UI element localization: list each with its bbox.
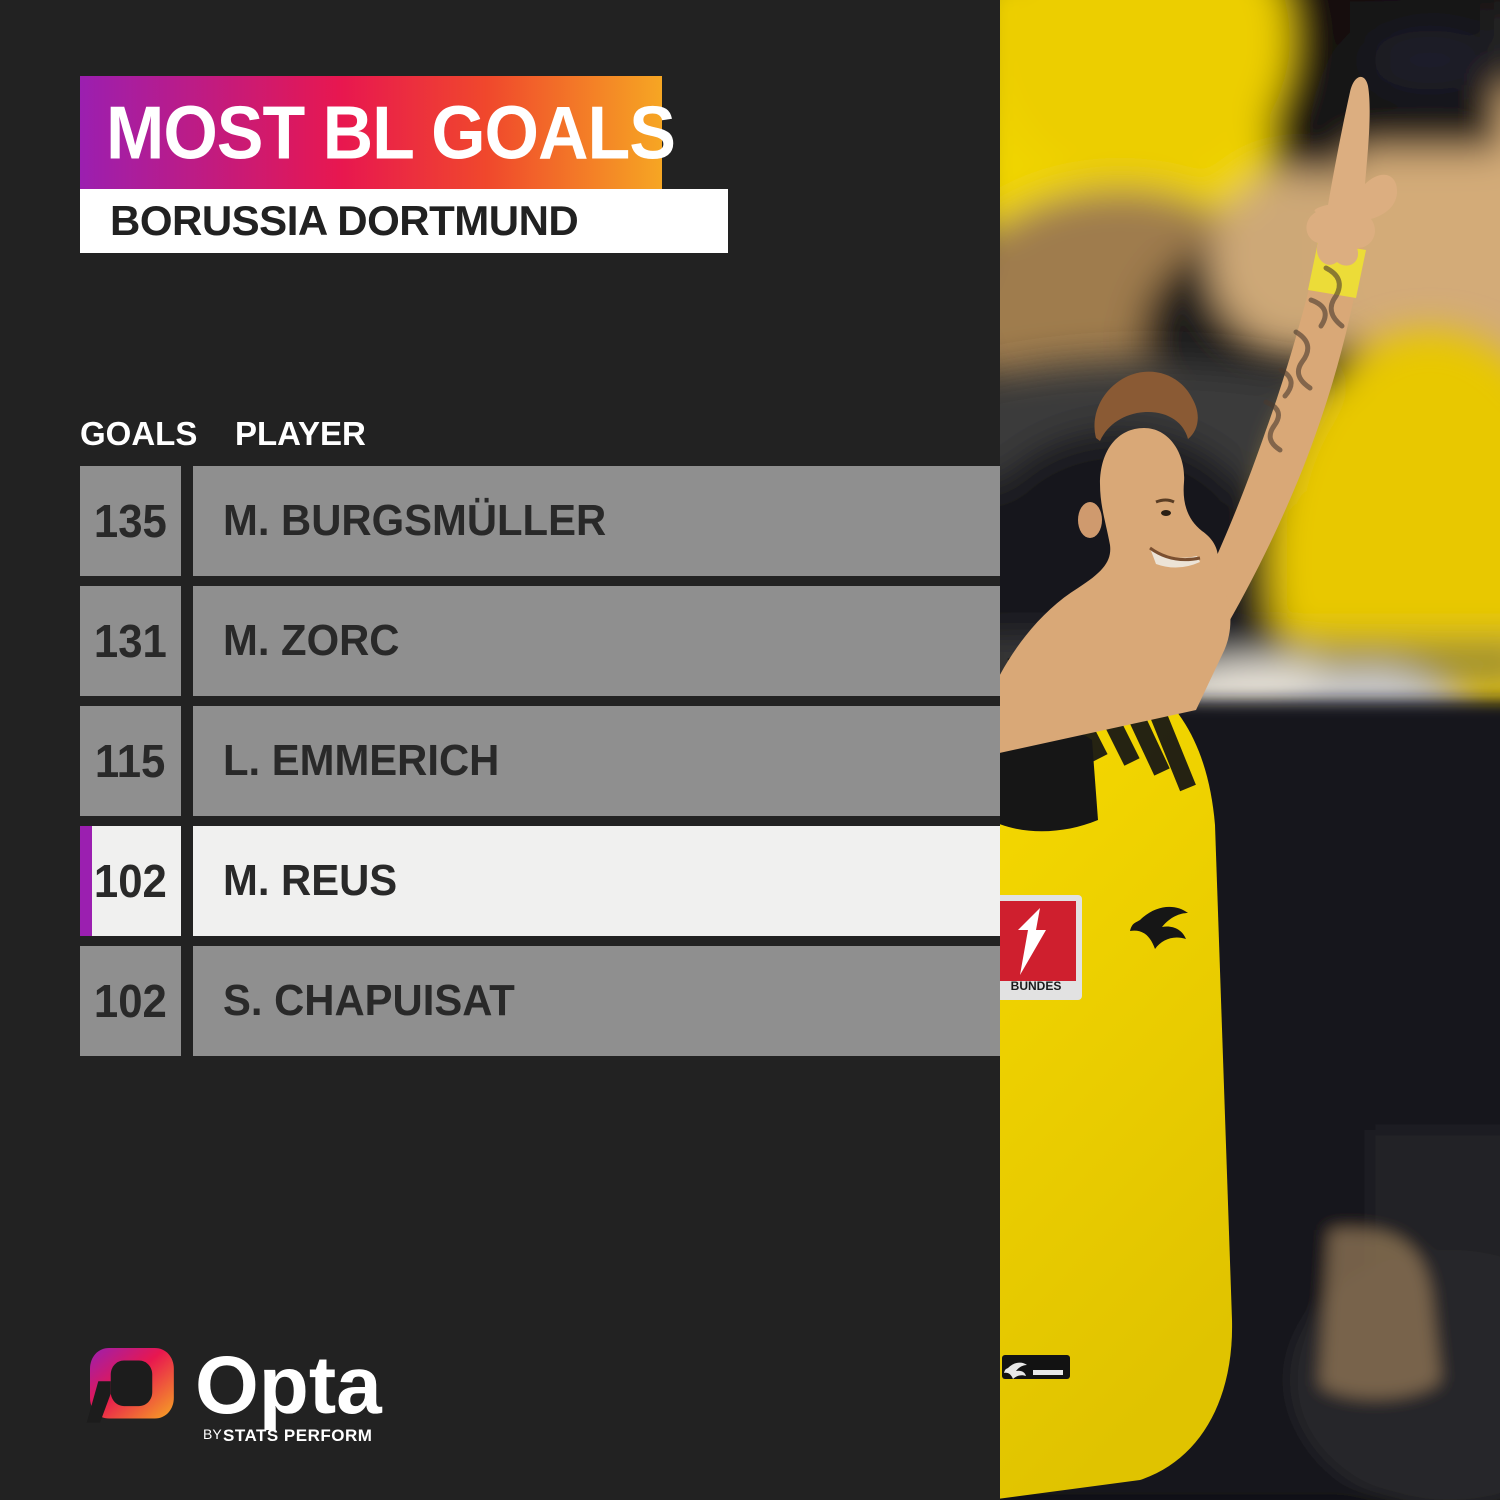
svg-text:Opta: Opta xyxy=(195,1340,383,1431)
svg-text:BY: BY xyxy=(203,1426,222,1442)
svg-text:STATS PERFORM: STATS PERFORM xyxy=(223,1426,372,1445)
